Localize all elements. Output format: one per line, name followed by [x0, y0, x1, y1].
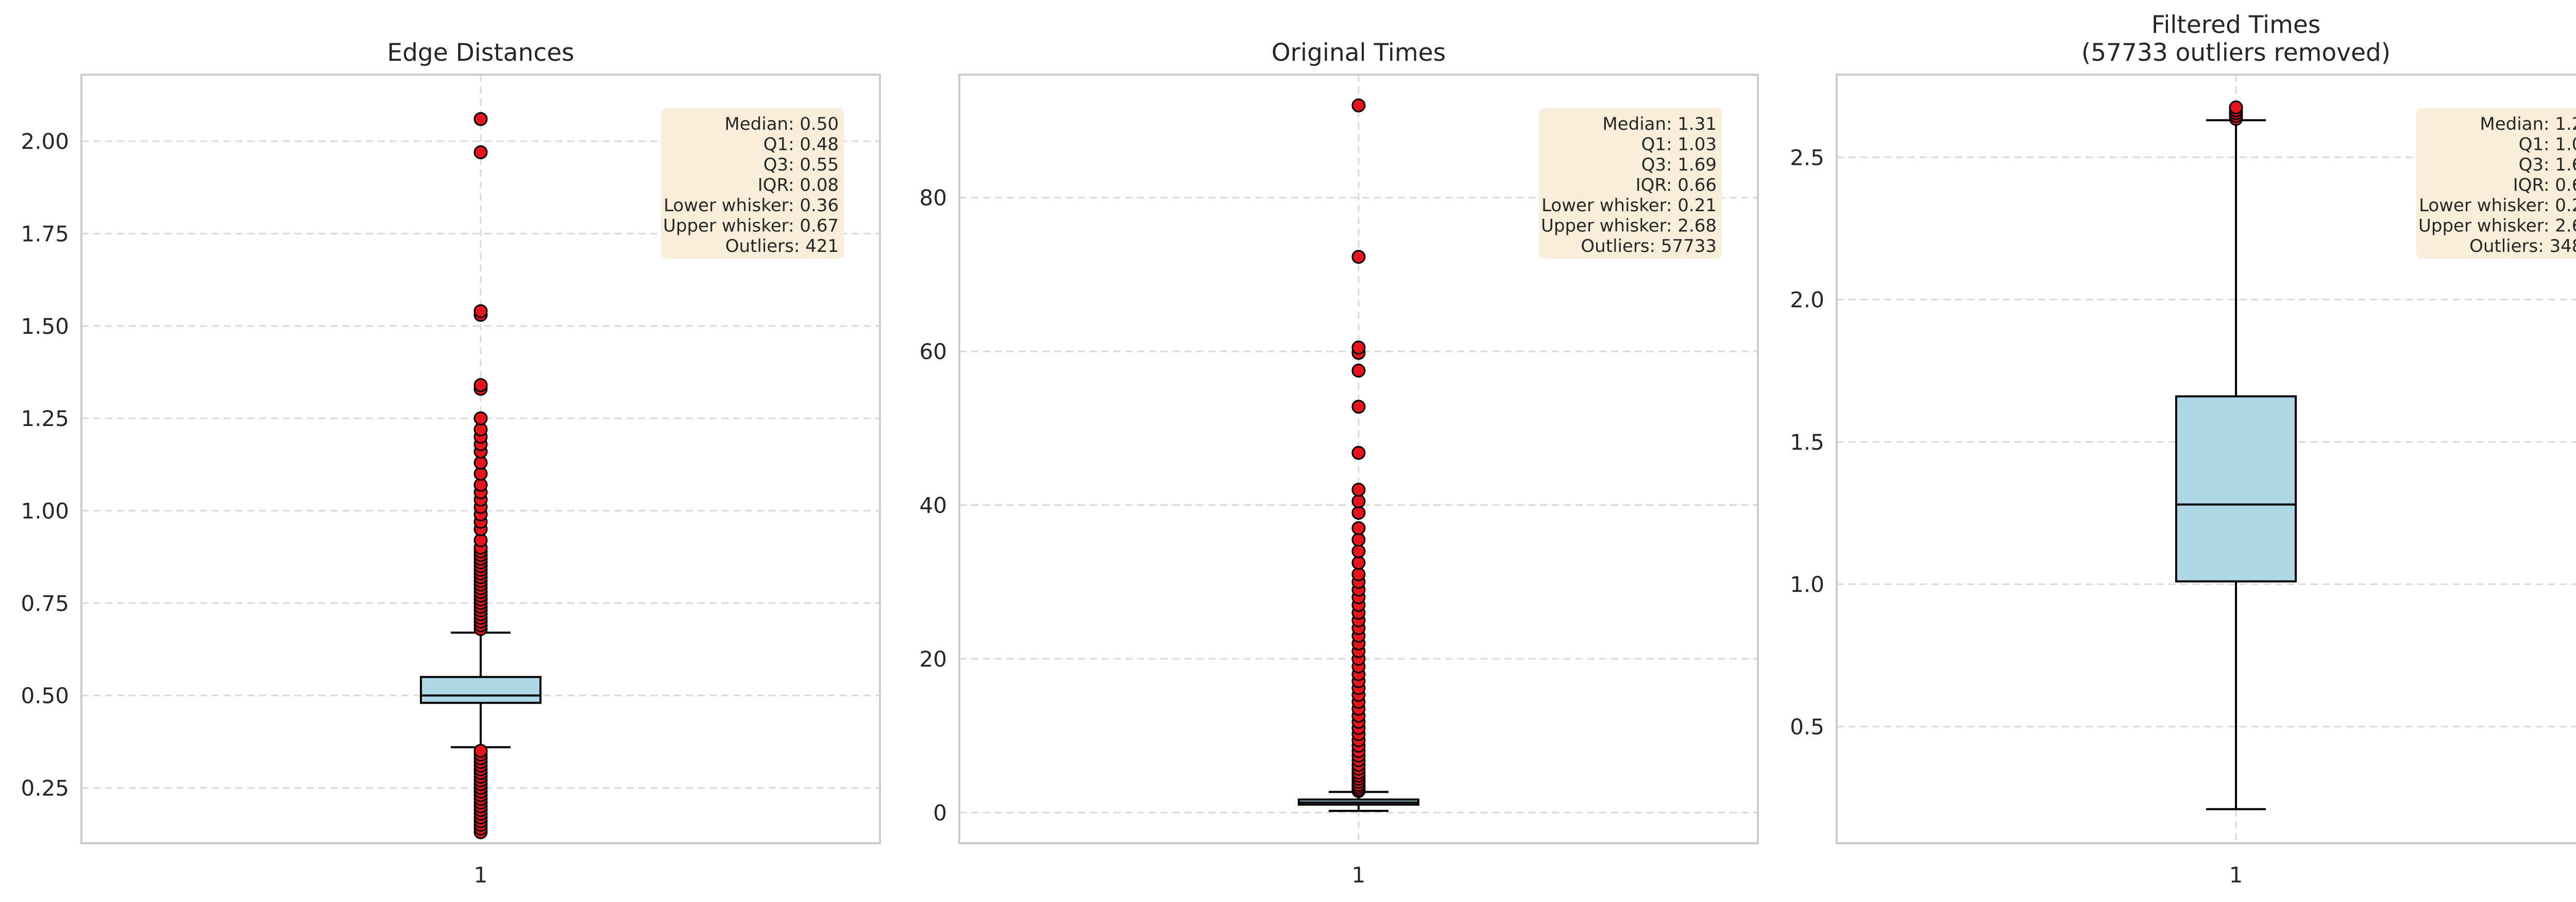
iqr-box — [420, 676, 541, 704]
chart-title: Original Times — [1272, 39, 1446, 67]
y-tick-label: 2.5 — [1790, 145, 1824, 170]
y-tick-label: 1.50 — [21, 314, 69, 339]
stats-line: Median: 1.28 — [2480, 114, 2576, 134]
stats-line: Outliers: 57733 — [1581, 236, 1717, 257]
y-tick-label: 20 — [920, 646, 947, 672]
chart-title: Filtered Times — [2151, 11, 2321, 39]
subplot-edge-distances: 0.25 0.50 0.75 1.00 1.25 1.50 1.75 2.00 1 Edge Di… — [21, 39, 881, 888]
stats-line: Outliers: 421 — [725, 236, 839, 257]
stats-line: Lower whisker: 0.21 — [2419, 195, 2576, 216]
stats-line: Median: 1.31 — [1602, 114, 1717, 134]
stats-line: IQR: 0.65 — [2513, 175, 2576, 196]
stats-line: Outliers: 3484 — [2469, 236, 2576, 257]
y-tick-label: 1.00 — [21, 498, 69, 523]
outlier-point — [1351, 533, 1366, 547]
stats-line: Q3: 1.69 — [1641, 155, 1717, 175]
y-tick-label: 0.5 — [1790, 714, 1824, 739]
y-tick-label: 0.75 — [21, 591, 69, 616]
stats-line: Q1: 0.48 — [764, 134, 839, 155]
y-tick-label: 2.0 — [1790, 287, 1824, 313]
stats-line: Q1: 1.01 — [2519, 134, 2576, 155]
stats-box — [661, 108, 844, 259]
outlier-point — [1351, 544, 1366, 558]
y-tick-label: 0 — [933, 800, 947, 825]
subplot-filtered-times: 0.5 1.0 1.5 2.0 2.5 1 Filtered Times(57733 out… — [1790, 11, 2576, 888]
stats-line: Lower whisker: 0.36 — [664, 195, 839, 216]
axes-frame — [1836, 74, 2576, 844]
y-tick-label: 2.00 — [21, 129, 69, 154]
stats-line: Q1: 1.03 — [1641, 134, 1717, 155]
y-tick-label: 1.25 — [21, 406, 69, 431]
outlier-point — [2229, 100, 2243, 115]
outlier-point — [1351, 98, 1366, 113]
chart-subtitle: (57733 outliers removed) — [2081, 39, 2391, 67]
y-tick-label: 0.25 — [21, 775, 69, 801]
outlier-point — [473, 411, 488, 426]
stats-box — [2416, 108, 2576, 259]
stats-line: Lower whisker: 0.21 — [1541, 195, 1717, 216]
y-tick-label: 80 — [920, 185, 947, 211]
axes-frame — [80, 74, 881, 844]
stats-line: Upper whisker: 2.63 — [2418, 216, 2576, 236]
subplot-original-times: 0 20 40 60 80 1 Original Times Median: 1.31Q1: … — [920, 39, 1759, 888]
y-tick-label: 60 — [920, 339, 947, 364]
outlier-point — [473, 378, 488, 393]
stats-line: IQR: 0.66 — [1636, 175, 1717, 196]
outlier-point — [1351, 483, 1366, 497]
stats-line: Upper whisker: 0.67 — [663, 216, 839, 236]
outlier-point — [473, 112, 488, 126]
y-tick-label: 1.75 — [21, 221, 69, 246]
outlier-point — [1351, 505, 1366, 520]
iqr-box — [2175, 395, 2297, 583]
chart-title: Edge Distances — [387, 39, 574, 67]
stats-box — [1539, 108, 1722, 259]
stats-line: Q3: 0.55 — [764, 155, 839, 175]
outlier-point — [1351, 521, 1366, 535]
outlier-point — [1351, 400, 1366, 414]
stats-line: Q3: 1.66 — [2519, 155, 2576, 175]
outlier-point — [473, 304, 488, 318]
outlier-point — [1351, 341, 1366, 355]
x-tick-label: 1 — [1352, 862, 1366, 888]
stats-line: Median: 0.50 — [724, 114, 839, 134]
y-tick-label: 1.0 — [1790, 572, 1824, 597]
y-tick-label: 1.5 — [1790, 430, 1824, 455]
outlier-point — [1351, 363, 1366, 378]
outlier-point — [1351, 555, 1366, 570]
stats-line: IQR: 0.08 — [758, 175, 839, 196]
outlier-point — [473, 145, 488, 160]
outlier-point — [1351, 250, 1366, 264]
y-tick-label: 40 — [920, 493, 947, 518]
axes-frame — [958, 74, 1759, 844]
outlier-point — [473, 744, 488, 758]
x-tick-label: 1 — [2229, 862, 2243, 888]
y-tick-label: 0.50 — [21, 683, 69, 708]
outlier-point — [1351, 446, 1366, 460]
stats-line: Upper whisker: 2.68 — [1541, 216, 1717, 236]
x-tick-label: 1 — [474, 862, 488, 888]
outlier-point — [1351, 567, 1366, 582]
outlier-point — [1351, 494, 1366, 508]
